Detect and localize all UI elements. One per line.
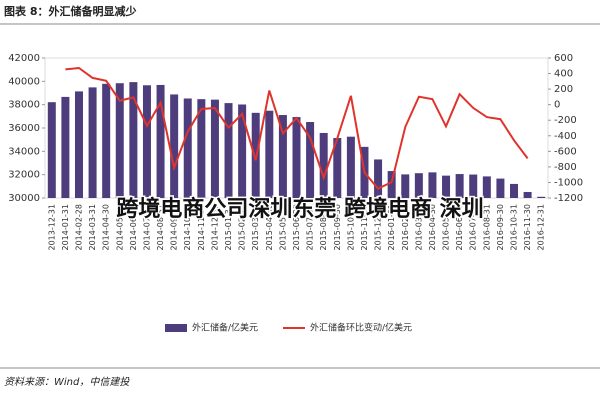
bar [455,174,464,198]
x-tick-label: 2015-10-31 [346,204,355,251]
y-tick-label: 36000 [8,123,40,134]
x-tick-label: 2015-04-30 [265,204,274,251]
x-tick-label: 2014-04-30 [102,204,111,251]
y2-tick-label: 0 [554,100,560,111]
x-tick-label: 2015-03-31 [251,204,260,251]
bar [88,87,97,198]
x-tick-label: 2016-10-31 [510,204,519,251]
source: 资料来源：Wind，中信建投 [4,376,130,388]
x-tick-label: 2014-12-31 [210,204,219,251]
bar [265,110,274,198]
bar [523,191,532,198]
y2-tick-label: -1200 [554,193,583,204]
bar [142,85,151,198]
x-tick-label: 2014-08-31 [156,204,165,251]
y-tick-label: 40000 [8,76,40,87]
bar [61,96,70,198]
bar [292,117,301,198]
x-tick-label: 2014-01-31 [61,204,70,251]
bar [224,103,233,198]
bar [482,176,491,198]
x-tick-label: 2014-03-31 [88,204,97,251]
x-tick-label: 2016-01-31 [387,204,396,251]
y-tick-label: 30000 [8,193,40,204]
x-tick-label: 2016-05-31 [442,204,451,251]
legend-label: 外汇储备环比变动/亿美元 [310,322,412,334]
bar [156,84,165,198]
x-tick-label: 2016-02-29 [401,204,410,251]
bar [374,159,383,198]
y2-tick-label: 200 [554,84,573,95]
x-tick-label: 2015-06-30 [292,204,301,251]
x-tick-label: 2016-12-31 [537,204,546,251]
x-tick-label: 2014-10-31 [183,204,192,251]
x-tick-label: 2015-11-30 [360,204,369,251]
bar [414,173,423,198]
x-tick-label: 2016-03-31 [414,204,423,251]
bar [115,83,124,198]
bar [401,174,410,198]
bar [346,136,355,198]
y2-tick-label: 600 [554,53,573,64]
bar [102,83,111,198]
legend-label: 外汇储备/亿美元 [192,322,258,334]
line-series [65,66,529,190]
bar [47,102,56,198]
watermark: 跨境电商公司深圳东莞 跨境电商 深圳 [116,196,483,222]
bar [537,196,546,198]
bar [183,98,192,198]
y2-tick-label: -1000 [554,177,583,188]
bar [319,132,328,198]
y-tick-label: 32000 [8,170,40,181]
x-tick-label: 2016-06-30 [455,204,464,251]
legend-swatch [165,324,187,332]
x-tick-label: 2015-01-31 [224,204,233,251]
x-tick-label: 2016-11-30 [523,204,532,251]
x-tick-label: 2014-05-31 [115,204,124,251]
x-tick-label: 2015-05-31 [278,204,287,251]
y2-tick-label: -400 [554,131,577,142]
bar [387,171,396,198]
bar [469,174,478,198]
x-tick-label: 2015-12-31 [374,204,383,251]
bar [442,175,451,198]
x-tick-label: 2015-07-31 [306,204,315,251]
x-tick-label: 2014-06-30 [129,204,138,251]
y2-tick-label: -200 [554,115,577,126]
y-tick-label: 38000 [8,100,40,111]
bar [238,104,247,198]
x-tick-label: 2013-12-31 [47,204,56,251]
x-tick-label: 2016-09-30 [496,204,505,251]
y-tick-label: 34000 [8,146,40,157]
x-tick-label: 2015-09-30 [333,204,342,251]
bar [210,99,219,198]
x-tick-label: 2014-11-30 [197,204,206,251]
x-tick-label: 2014-02-28 [74,204,83,251]
x-tick-label: 2015-08-31 [319,204,328,251]
bar [74,91,83,198]
bar [510,183,519,198]
x-tick-label: 2015-02-28 [238,204,247,251]
bar [333,138,342,198]
bar [129,82,138,198]
y2-tick-label: -600 [554,146,577,157]
x-tick-label: 2016-07-31 [469,204,478,251]
y2-tick-label: -800 [554,162,577,173]
bar [496,178,505,198]
bar [306,122,315,198]
x-tick-label: 2016-04-30 [428,204,437,251]
x-tick-label: 2016-08-31 [482,204,491,251]
y2-tick-label: 400 [554,69,573,80]
y-tick-label: 42000 [8,53,40,64]
bar [197,99,206,198]
header-title: 图表 8：外汇储备明显减少 [4,4,136,18]
bar [428,172,437,198]
bar [278,115,287,198]
x-tick-label: 2014-07-31 [142,204,151,251]
x-tick-label: 2014-09-30 [170,204,179,251]
bar [170,94,179,198]
